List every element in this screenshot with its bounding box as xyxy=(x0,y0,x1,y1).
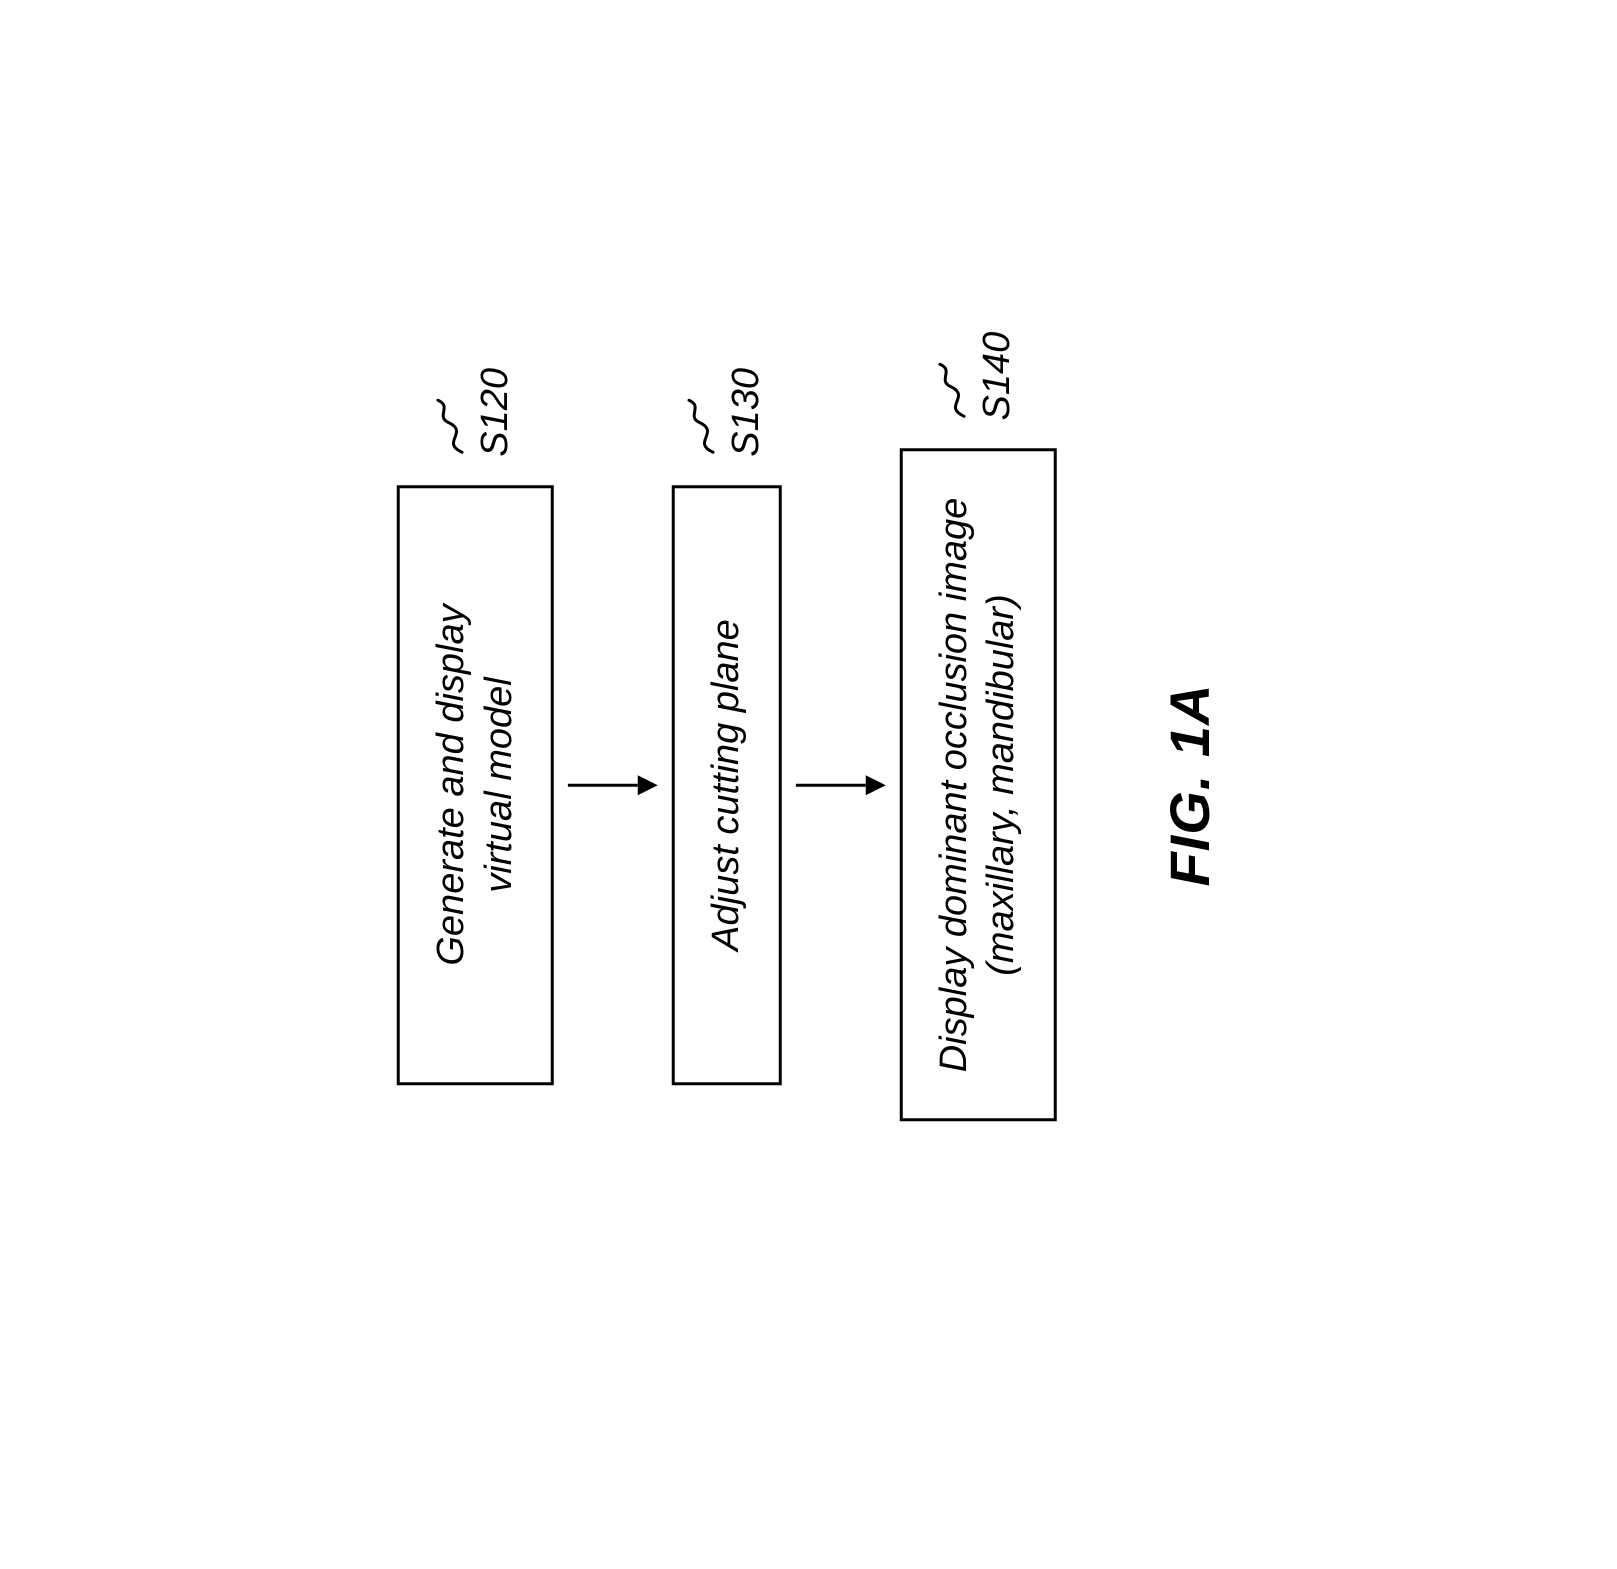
step-label-s130: S130 xyxy=(682,368,770,457)
step-id: S120 xyxy=(473,368,515,457)
figure-label: FIG. 1A xyxy=(1156,683,1221,886)
step-text-line2: (maxillary, mandibular) xyxy=(979,594,1021,976)
flowchart: Generate and display virtual model S120 … xyxy=(396,448,1056,1121)
step-id: S130 xyxy=(724,368,766,457)
squiggle-icon xyxy=(682,396,718,456)
step-text-line1: Generate and display xyxy=(429,604,471,965)
step-box-s130: Adjust cutting plane S130 xyxy=(671,485,781,1085)
step-box-s120: Generate and display virtual model S120 xyxy=(396,485,553,1085)
squiggle-icon xyxy=(934,360,970,420)
step-id: S140 xyxy=(976,331,1018,420)
step-label-s140: S140 xyxy=(934,331,1022,420)
arrow-down-icon xyxy=(567,770,657,800)
step-text-line1: Display dominant occlusion image xyxy=(932,497,974,1072)
squiggle-icon xyxy=(431,396,467,456)
diagram-canvas: Generate and display virtual model S120 … xyxy=(0,0,1617,1569)
arrow-down-icon xyxy=(795,770,885,800)
step-box-s140: Display dominant occlusion image (maxill… xyxy=(899,448,1056,1121)
rotated-container: Generate and display virtual model S120 … xyxy=(396,448,1221,1121)
step-label-s120: S120 xyxy=(431,368,519,457)
step-text-line1: Adjust cutting plane xyxy=(704,619,746,951)
step-text-line2: virtual model xyxy=(477,677,519,892)
